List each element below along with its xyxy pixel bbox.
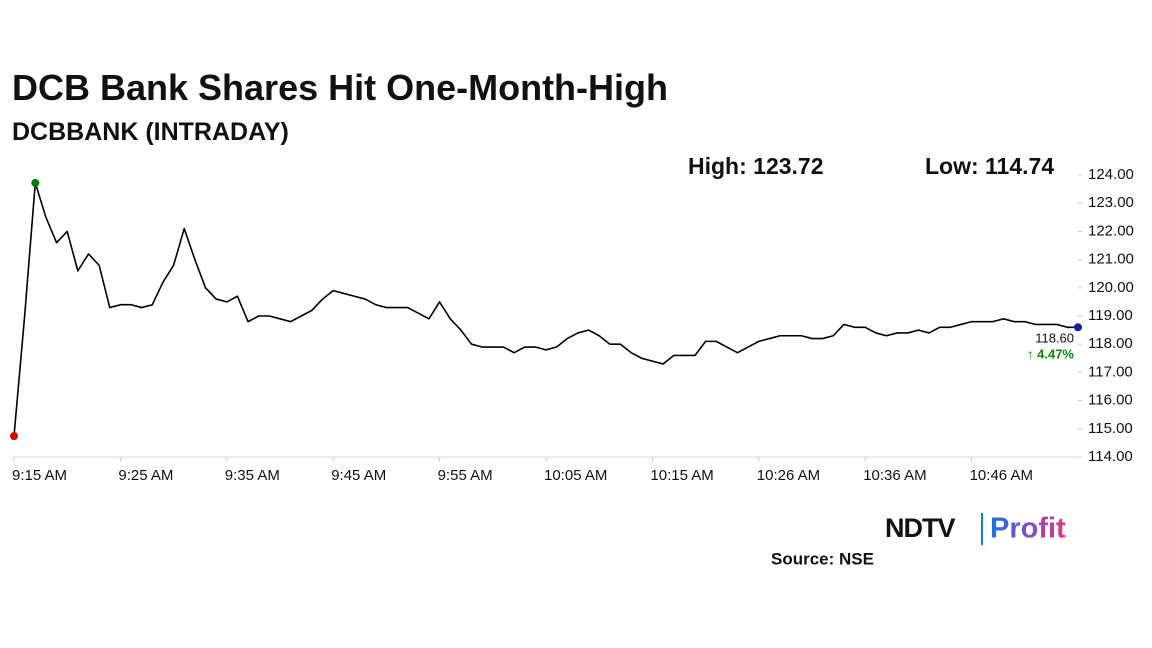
y-tick-label: 123.00 <box>1088 194 1134 211</box>
x-tick-label: 9:45 AM <box>331 467 386 484</box>
logo-ndtv: NDTV <box>885 513 955 543</box>
x-tick-label: 10:26 AM <box>757 467 820 484</box>
y-tick-label: 115.00 <box>1088 420 1133 437</box>
y-tick-label: 119.00 <box>1088 307 1133 324</box>
x-tick-label: 10:05 AM <box>544 467 607 484</box>
chart-subtitle: DCBBANK (INTRADAY) <box>12 118 289 146</box>
y-tick-label: 122.00 <box>1088 222 1134 239</box>
x-tick-label: 10:46 AM <box>970 467 1033 484</box>
high-marker <box>31 178 40 187</box>
y-tick-label: 121.00 <box>1088 251 1134 268</box>
x-tick-label: 9:25 AM <box>118 467 173 484</box>
last-value-label: 118.60 <box>1035 331 1074 346</box>
y-tick-label: 116.00 <box>1088 392 1133 409</box>
x-tick-label: 10:36 AM <box>863 467 926 484</box>
last-marker <box>1074 323 1082 332</box>
y-tick-label: 120.00 <box>1088 279 1134 296</box>
high-label: High: 123.72 <box>688 153 824 179</box>
low-marker <box>10 432 18 441</box>
y-tick-label: 118.00 <box>1088 335 1133 352</box>
logo-profit: Profit <box>990 513 1066 545</box>
y-tick-label: 114.00 <box>1088 448 1133 465</box>
x-tick-label: 9:55 AM <box>438 467 493 484</box>
x-tick-label: 9:35 AM <box>225 467 280 484</box>
chart-title: DCB Bank Shares Hit One-Month-High <box>12 67 668 108</box>
price-line <box>13 182 1078 437</box>
x-tick-label: 10:15 AM <box>650 467 713 484</box>
low-label: Low: 114.74 <box>925 153 1054 179</box>
source: Source: NSE <box>771 549 874 568</box>
y-tick-label: 124.00 <box>1088 166 1134 183</box>
change-label: ↑ 4.47% <box>1027 347 1074 362</box>
y-tick-label: 117.00 <box>1088 363 1133 380</box>
x-tick-label: 9:15 AM <box>12 467 67 484</box>
